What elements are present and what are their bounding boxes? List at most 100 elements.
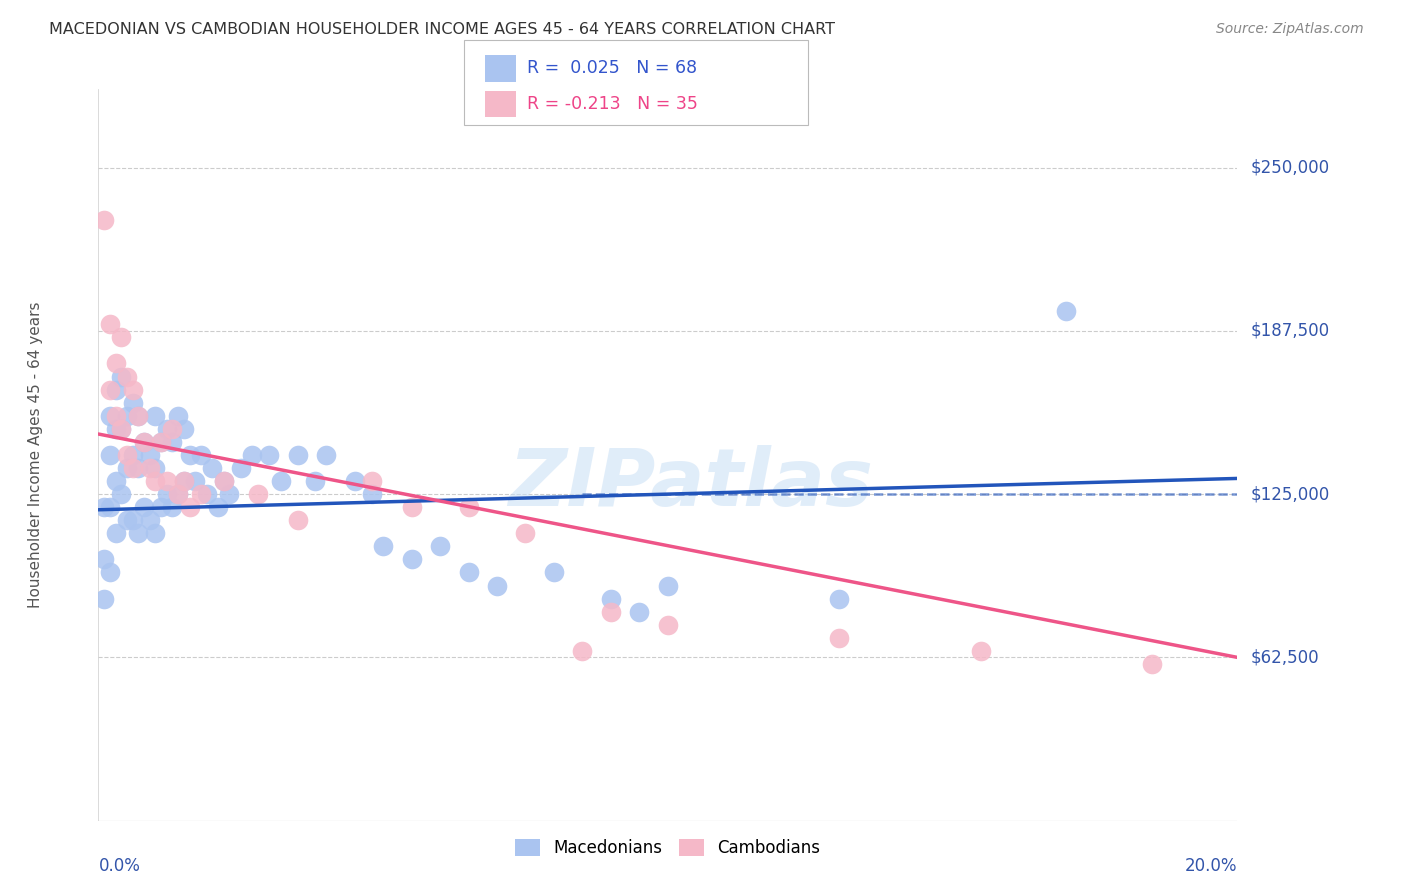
Point — [145, 526, 167, 541]
Point — [110, 330, 132, 344]
Point — [343, 474, 366, 488]
Point — [600, 605, 623, 619]
Point — [179, 500, 201, 515]
Point — [132, 500, 155, 515]
Text: R = -0.213   N = 35: R = -0.213 N = 35 — [527, 95, 699, 113]
Point — [360, 474, 382, 488]
Point — [156, 474, 179, 488]
Point — [98, 448, 121, 462]
Point — [190, 487, 212, 501]
Point — [138, 448, 160, 462]
Point — [259, 448, 281, 462]
Point — [121, 395, 143, 409]
Point — [104, 383, 127, 397]
Point — [115, 513, 138, 527]
Point — [115, 369, 138, 384]
Point — [121, 448, 143, 462]
Point — [110, 422, 132, 436]
Point — [104, 409, 127, 423]
Point — [150, 434, 173, 449]
Point — [115, 409, 138, 423]
Point — [93, 591, 115, 606]
Point — [93, 500, 115, 515]
Text: $62,500: $62,500 — [1251, 648, 1320, 666]
Text: MACEDONIAN VS CAMBODIAN HOUSEHOLDER INCOME AGES 45 - 64 YEARS CORRELATION CHART: MACEDONIAN VS CAMBODIAN HOUSEHOLDER INCO… — [49, 22, 835, 37]
Point — [184, 474, 207, 488]
Point — [110, 422, 132, 436]
Point — [270, 474, 292, 488]
Point — [162, 434, 184, 449]
Point — [156, 422, 179, 436]
Point — [571, 644, 593, 658]
Point — [212, 474, 235, 488]
Point — [246, 487, 269, 501]
Point — [401, 552, 423, 566]
Point — [401, 500, 423, 515]
Text: Householder Income Ages 45 - 64 years: Householder Income Ages 45 - 64 years — [28, 301, 44, 608]
Point — [429, 539, 451, 553]
Point — [98, 500, 121, 515]
Point — [127, 461, 149, 475]
Point — [486, 578, 509, 592]
Point — [207, 500, 229, 515]
Point — [828, 591, 851, 606]
Point — [240, 448, 263, 462]
Point — [657, 617, 679, 632]
Point — [287, 448, 309, 462]
Point — [162, 422, 184, 436]
Point — [104, 422, 127, 436]
Point — [179, 448, 201, 462]
Point — [156, 487, 179, 501]
Point — [600, 591, 623, 606]
Point — [173, 474, 195, 488]
Point — [145, 461, 167, 475]
Point — [93, 212, 115, 227]
Point — [173, 422, 195, 436]
Point — [121, 383, 143, 397]
Point — [138, 513, 160, 527]
Point — [132, 434, 155, 449]
Point — [98, 566, 121, 580]
Text: 20.0%: 20.0% — [1185, 857, 1237, 875]
Point — [115, 461, 138, 475]
Text: ZIPatlas: ZIPatlas — [508, 445, 873, 524]
Point — [121, 513, 143, 527]
Point — [970, 644, 993, 658]
Point — [373, 539, 395, 553]
Point — [98, 383, 121, 397]
Point — [1056, 304, 1078, 318]
Point — [304, 474, 326, 488]
Point — [127, 526, 149, 541]
Point — [162, 500, 184, 515]
Point — [190, 448, 212, 462]
Point — [195, 487, 218, 501]
Point — [110, 369, 132, 384]
Point — [229, 461, 252, 475]
Text: 0.0%: 0.0% — [98, 857, 141, 875]
Point — [201, 461, 224, 475]
Point — [104, 356, 127, 371]
Point — [657, 578, 679, 592]
Text: $250,000: $250,000 — [1251, 159, 1330, 177]
Point — [132, 434, 155, 449]
Text: $125,000: $125,000 — [1251, 485, 1330, 503]
Point — [150, 500, 173, 515]
Point — [127, 409, 149, 423]
Point — [173, 474, 195, 488]
Point — [457, 500, 479, 515]
Point — [138, 461, 160, 475]
Point — [360, 487, 382, 501]
Point — [110, 487, 132, 501]
Point — [515, 526, 537, 541]
Point — [543, 566, 565, 580]
Point — [287, 513, 309, 527]
Legend: Macedonians, Cambodians: Macedonians, Cambodians — [509, 832, 827, 863]
Point — [828, 631, 851, 645]
Point — [98, 409, 121, 423]
Point — [457, 566, 479, 580]
Point — [98, 318, 121, 332]
Point — [167, 487, 190, 501]
Point — [628, 605, 651, 619]
Point — [212, 474, 235, 488]
Text: R =  0.025   N = 68: R = 0.025 N = 68 — [527, 60, 697, 78]
